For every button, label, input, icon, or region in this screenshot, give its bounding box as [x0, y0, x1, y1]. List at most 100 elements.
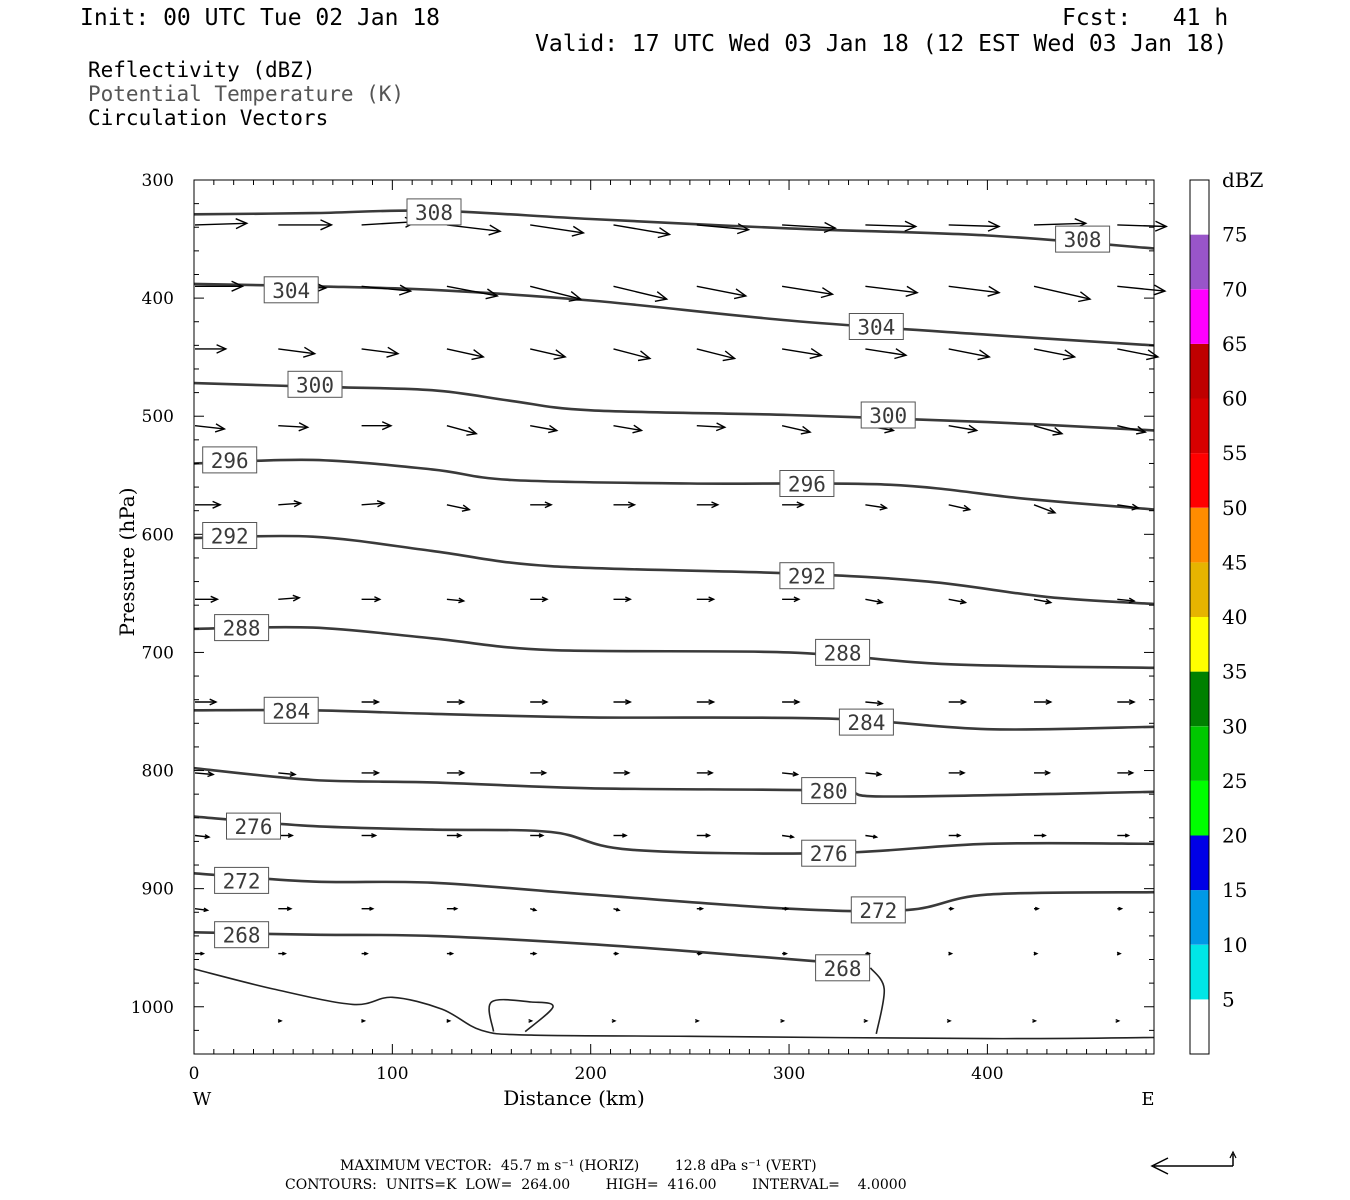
colorbar-tick-label: 20: [1222, 824, 1247, 848]
vector-head: [863, 1018, 869, 1023]
colorbar: 5 10 15 20 25 30 35 40 45 50 55 60 65 70 75 dBZ: [1189, 168, 1264, 1055]
vector-arrow: [782, 501, 805, 509]
vector-head: [381, 421, 393, 431]
vector-head: [373, 699, 381, 705]
legend-circulation-vectors: Circulation Vectors: [88, 106, 329, 130]
vector-arrow: [528, 1018, 534, 1023]
vector-shaft: [361, 348, 399, 355]
vector-arrow: [948, 424, 979, 434]
vector-arrow: [530, 951, 538, 956]
vector-arrow: [446, 425, 478, 436]
vector-arrow: [1033, 425, 1064, 436]
isentrope-label-text: 300: [869, 404, 907, 428]
colorbar-segment: [1190, 562, 1209, 617]
y-tick-label: 600: [142, 525, 174, 545]
vector-arrow: [948, 285, 1001, 297]
vector-arrow: [530, 596, 549, 603]
vector-head: [711, 501, 720, 509]
isentrope-label-text: 296: [788, 473, 826, 497]
colorbar-segment: [1190, 398, 1209, 454]
vector-shaft: [194, 908, 208, 911]
vector-shaft: [1033, 425, 1063, 435]
isentrope-label-text: 304: [272, 279, 310, 303]
vector-head: [793, 596, 801, 603]
vector-head: [876, 598, 884, 605]
vector-head: [453, 906, 459, 911]
isentrope-label-box: [263, 276, 319, 304]
vector-arrow: [865, 771, 883, 777]
vector-head: [614, 951, 620, 956]
isentrope-label-box: [815, 638, 871, 666]
vector-head: [697, 951, 703, 956]
vector-arrow: [948, 598, 968, 605]
vector-head: [361, 1018, 367, 1023]
vector-head: [784, 906, 790, 911]
isentrope-label-box: [815, 954, 871, 982]
vector-arrow: [948, 833, 962, 838]
colorbar-tick-label: 50: [1222, 496, 1247, 520]
isentrope-label-text: 288: [824, 641, 862, 665]
vector-arrow: [530, 833, 545, 838]
vector-shaft: [446, 598, 464, 602]
vector-head: [488, 224, 502, 236]
vector-head: [694, 1018, 700, 1023]
vector-head: [627, 501, 637, 509]
vector-head: [1128, 699, 1136, 705]
vector-arrow: [613, 833, 628, 838]
vector-shaft: [948, 348, 990, 358]
vector-shaft: [865, 348, 907, 356]
vector-arrow: [361, 951, 369, 956]
isentrope-label-288: 288: [815, 638, 871, 666]
vector-arrow: [1033, 598, 1053, 605]
vector-head: [708, 699, 716, 705]
colorbar-tick-label: 35: [1222, 660, 1247, 684]
vector-head: [657, 227, 672, 239]
isentrope-label-box: [406, 198, 462, 226]
vector-arrow: [781, 285, 835, 299]
vector-arrow: [865, 503, 889, 511]
vector-head: [1078, 291, 1092, 303]
vector-head: [292, 594, 301, 602]
vector-head: [212, 500, 222, 509]
vector-arrow: [195, 280, 245, 292]
isentrope-label-280: 280: [801, 777, 857, 805]
vector-arrow: [1117, 906, 1124, 911]
vector-head: [298, 422, 310, 432]
vector-arrow: [1117, 284, 1167, 296]
vector-shaft: [530, 425, 557, 432]
vector-shaft: [865, 285, 918, 294]
vector-head: [615, 907, 621, 912]
vector-head: [733, 288, 748, 300]
vector-head: [625, 596, 632, 603]
isentrope-label-box: [214, 866, 270, 894]
vector-head: [1045, 699, 1053, 705]
colorbar-segment: [1190, 180, 1209, 235]
isentrope-label-text: 292: [788, 565, 826, 589]
vector-head: [876, 700, 884, 707]
vector-head: [1131, 503, 1140, 511]
vector-arrow: [865, 285, 919, 297]
isentrope-272: [193, 872, 1155, 913]
vector-head: [905, 285, 919, 297]
vector-head: [879, 503, 889, 511]
vector-head: [287, 832, 294, 839]
x-tick-label: 400: [971, 1064, 1003, 1084]
vector-head: [962, 504, 972, 512]
colorbar-segment: [1190, 944, 1209, 1000]
colorbar-segment: [1190, 343, 1209, 399]
vector-arrow: [696, 285, 748, 300]
vector-shaft: [948, 598, 966, 604]
vector-head: [282, 951, 288, 956]
isentrope-label-268: 268: [815, 954, 871, 982]
isentrope-label-box: [202, 522, 258, 549]
legend-reflectivity: Reflectivity (dBZ): [88, 58, 316, 82]
vector-shaft: [530, 285, 581, 300]
isentrope-label-284: 284: [838, 708, 894, 736]
isentrope-label-text: 284: [272, 699, 310, 723]
vector-head: [214, 423, 227, 433]
isentrope-contours: [193, 209, 1155, 1040]
vector-arrow: [613, 424, 644, 434]
vector-head: [948, 951, 954, 956]
isentrope-label-text: 308: [415, 201, 453, 225]
vector-arrow: [446, 504, 471, 512]
